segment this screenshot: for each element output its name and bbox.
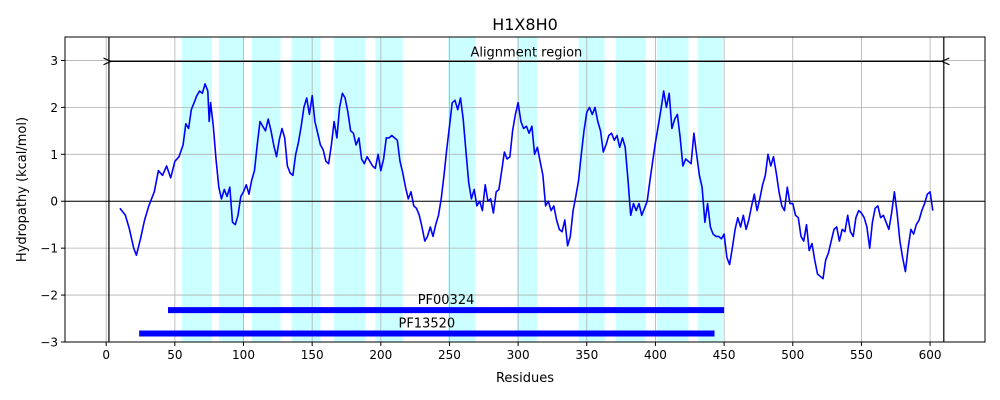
tm-band bbox=[251, 37, 281, 342]
y-tick-label: 3 bbox=[50, 54, 58, 68]
x-tick-label: 0 bbox=[102, 348, 110, 362]
y-tick-label: −2 bbox=[40, 289, 58, 303]
y-tick-label: 1 bbox=[50, 148, 58, 162]
tm-band bbox=[615, 37, 646, 342]
x-tick-label: 400 bbox=[644, 348, 667, 362]
plot-frame bbox=[64, 36, 986, 343]
hydropathy-line bbox=[119, 83, 934, 280]
chart-title: H1X8H0 bbox=[492, 15, 558, 34]
x-tick-label: 250 bbox=[438, 348, 461, 362]
y-axis-ticks: −3 −2 −1 0 1 2 3 bbox=[40, 54, 65, 350]
domain-bars: PF00324 PF13520 bbox=[139, 293, 725, 337]
tm-band bbox=[448, 37, 476, 342]
tm-band bbox=[334, 37, 366, 342]
y-tick-label: −3 bbox=[40, 336, 58, 350]
y-tick-label: −1 bbox=[40, 242, 58, 256]
x-tick-label: 200 bbox=[369, 348, 392, 362]
x-tick-label: 550 bbox=[850, 348, 873, 362]
y-tick-label: 2 bbox=[50, 101, 58, 115]
x-tick-label: 450 bbox=[713, 348, 736, 362]
domain-label: PF00324 bbox=[418, 293, 475, 308]
tm-band bbox=[218, 37, 244, 342]
y-tick-label: 0 bbox=[50, 195, 58, 209]
domain-label: PF13520 bbox=[398, 317, 455, 332]
x-axis-ticks: 0 50 100 150 200 250 300 350 400 450 500 550 600 bbox=[102, 342, 942, 362]
x-tick-label: 300 bbox=[507, 348, 530, 362]
tm-band bbox=[578, 37, 605, 342]
alignment-region-label: Alignment region bbox=[470, 45, 582, 60]
reference-lines bbox=[65, 37, 985, 342]
annotations: Alignment region bbox=[111, 45, 942, 61]
x-tick-label: 350 bbox=[575, 348, 598, 362]
x-axis-label: Residues bbox=[496, 371, 554, 386]
tm-band bbox=[181, 37, 212, 342]
x-tick-label: 50 bbox=[167, 348, 182, 362]
tm-band bbox=[516, 37, 538, 342]
series bbox=[119, 83, 934, 280]
tm-band bbox=[291, 37, 321, 342]
tm-band bbox=[656, 37, 689, 342]
y-axis-label: Hydropathy (kcal/mol) bbox=[15, 117, 30, 262]
x-tick-label: 150 bbox=[301, 348, 324, 362]
tm-band bbox=[375, 37, 403, 342]
x-tick-label: 600 bbox=[919, 348, 942, 362]
x-tick-label: 100 bbox=[232, 348, 255, 362]
x-tick-label: 500 bbox=[781, 348, 804, 362]
